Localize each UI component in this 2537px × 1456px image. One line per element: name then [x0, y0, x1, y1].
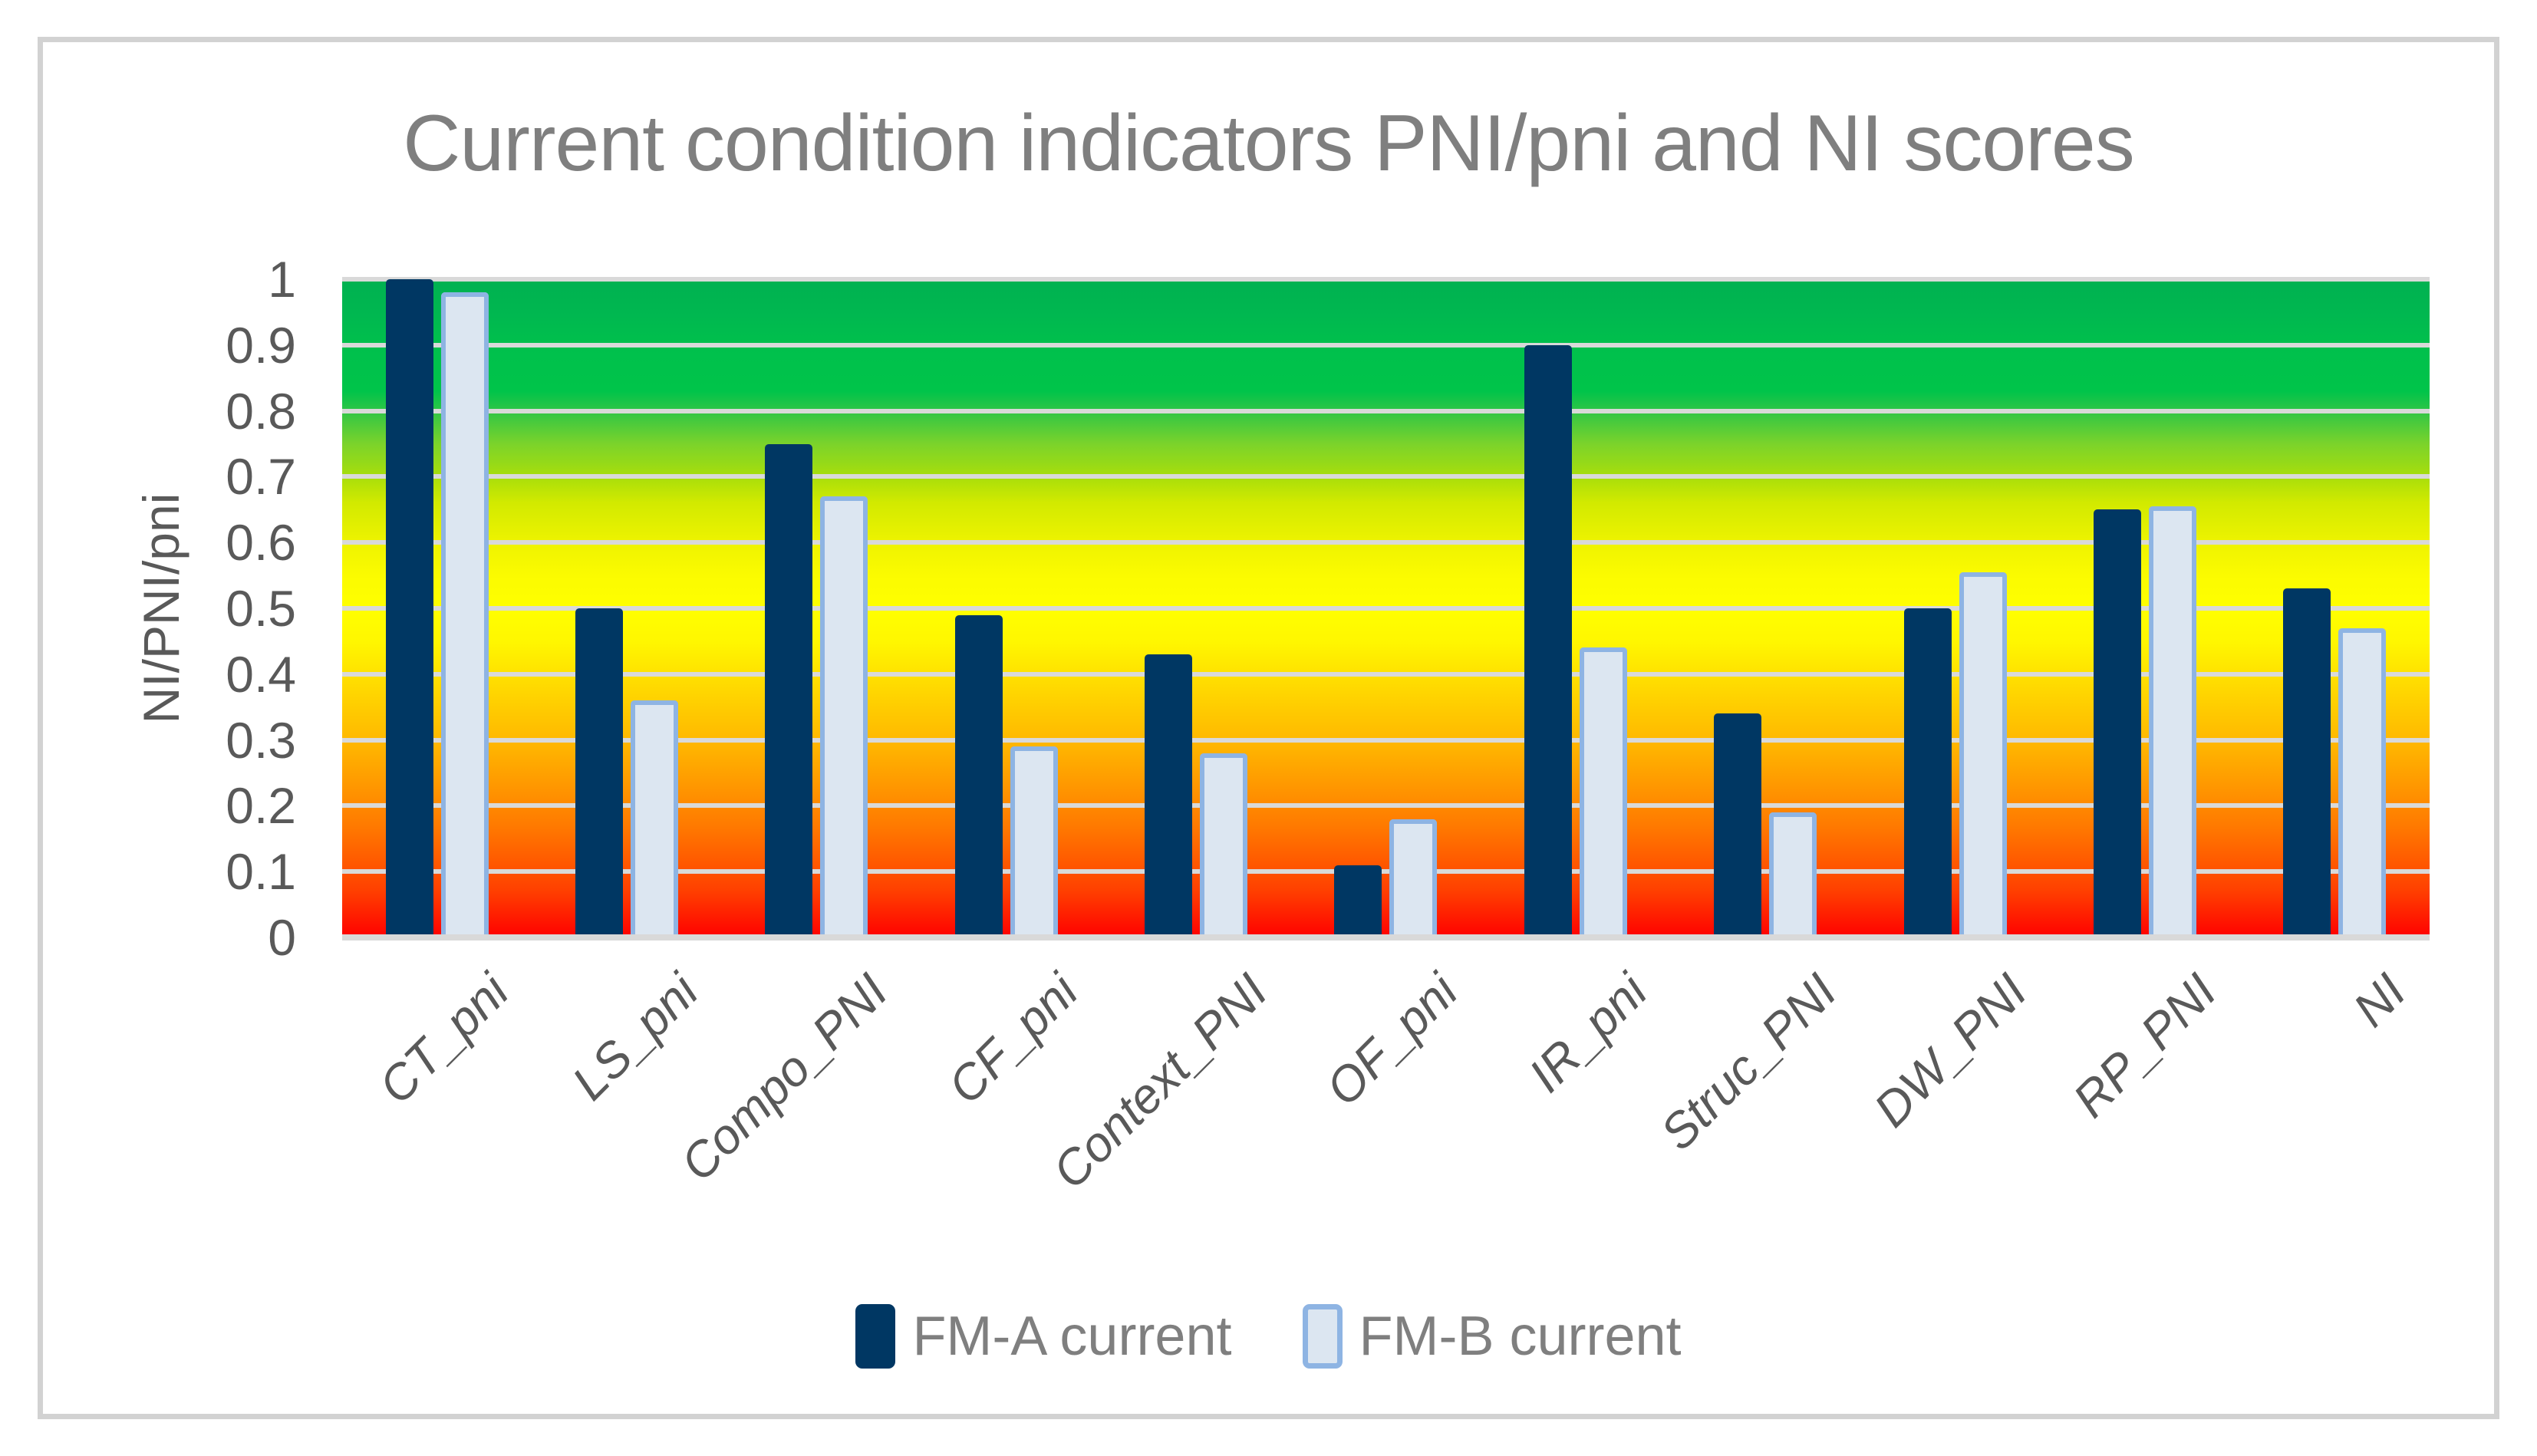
plot-area: [342, 277, 2430, 940]
bar-fm-a-current-Struc_PNI[interactable]: [1714, 713, 1762, 937]
bar-fm-b-current-IR_pni[interactable]: [1579, 647, 1627, 937]
gridline: [342, 606, 2430, 611]
legend-item-fm-a-current[interactable]: FM-A current: [855, 1304, 1232, 1369]
y-tick-label: 0.8: [226, 382, 296, 440]
bar-group-DW_PNI: [1860, 279, 2050, 937]
bar-fm-a-current-OF_pni[interactable]: [1334, 865, 1382, 937]
legend-item-fm-b-current[interactable]: FM-B current: [1302, 1304, 1682, 1369]
legend-swatch-icon: [855, 1304, 896, 1369]
y-tick-label: 0.1: [226, 843, 296, 901]
gridline: [342, 474, 2430, 479]
bar-fm-a-current-Context_PNI[interactable]: [1145, 654, 1193, 937]
legend: FM-A current FM-B current: [0, 1304, 2537, 1369]
bar-fm-a-current-IR_pni[interactable]: [1524, 344, 1572, 937]
y-tick-label: 0.2: [226, 777, 296, 835]
bar-fm-b-current-NI[interactable]: [2338, 628, 2387, 937]
y-tick-label: 0: [268, 909, 296, 966]
bar-fm-b-current-OF_pni[interactable]: [1389, 819, 1438, 937]
y-tick-label: 0.3: [226, 711, 296, 769]
y-tick-label: 0.7: [226, 448, 296, 506]
bar-fm-a-current-NI[interactable]: [2283, 588, 2331, 937]
bar-fm-b-current-Struc_PNI[interactable]: [1769, 812, 1817, 937]
bar-fm-a-current-RP_PNI[interactable]: [2093, 509, 2141, 937]
bar-fm-b-current-RP_PNI[interactable]: [2148, 506, 2196, 937]
y-tick-label: 0.6: [226, 514, 296, 572]
gridline: [342, 803, 2430, 809]
bar-group-CT_pni: [342, 279, 532, 937]
bar-series-container: [342, 279, 2430, 937]
legend-label: FM-B current: [1359, 1306, 1682, 1367]
bar-fm-b-current-CT_pni[interactable]: [440, 292, 489, 937]
bar-fm-b-current-LS_pni[interactable]: [631, 700, 679, 937]
bar-group-Context_PNI: [1101, 279, 1290, 937]
bar-fm-b-current-Compo_PNI[interactable]: [820, 496, 868, 937]
bar-group-OF_pni: [1291, 279, 1481, 937]
gridline: [342, 408, 2430, 413]
y-tick-label: 0.9: [226, 316, 296, 374]
x-axis-line: [342, 934, 2430, 940]
legend-swatch-icon: [1302, 1304, 1343, 1369]
bar-fm-b-current-DW_PNI[interactable]: [1959, 572, 2007, 937]
gridline: [342, 737, 2430, 743]
bar-fm-a-current-CT_pni[interactable]: [385, 279, 433, 937]
bar-fm-a-current-LS_pni[interactable]: [575, 608, 624, 937]
bar-group-Struc_PNI: [1671, 279, 1860, 937]
bar-group-LS_pni: [532, 279, 721, 937]
y-tick-label: 1: [268, 251, 296, 308]
bar-fm-a-current-CF_pni[interactable]: [954, 614, 1003, 937]
bar-group-Compo_PNI: [722, 279, 911, 937]
gridline: [342, 540, 2430, 545]
y-tick-label: 0.5: [226, 580, 296, 637]
gridline: [342, 342, 2430, 348]
bar-fm-b-current-Context_PNI[interactable]: [1200, 753, 1248, 937]
bar-fm-a-current-Compo_PNI[interactable]: [765, 443, 813, 937]
bar-group-IR_pni: [1481, 279, 1670, 937]
bar-group-RP_PNI: [2050, 279, 2239, 937]
gridline: [342, 869, 2430, 875]
legend-label: FM-A current: [912, 1306, 1232, 1367]
bar-group-CF_pni: [911, 279, 1101, 937]
bar-fm-b-current-CF_pni[interactable]: [1010, 746, 1058, 937]
bar-group-NI: [2240, 279, 2430, 937]
chart-title: Current condition indicators PNI/pni and…: [403, 99, 2134, 188]
bar-fm-a-current-DW_PNI[interactable]: [1903, 608, 1952, 937]
gridline: [342, 277, 2430, 282]
y-tick-label: 0.4: [226, 645, 296, 703]
gridline: [342, 671, 2430, 677]
